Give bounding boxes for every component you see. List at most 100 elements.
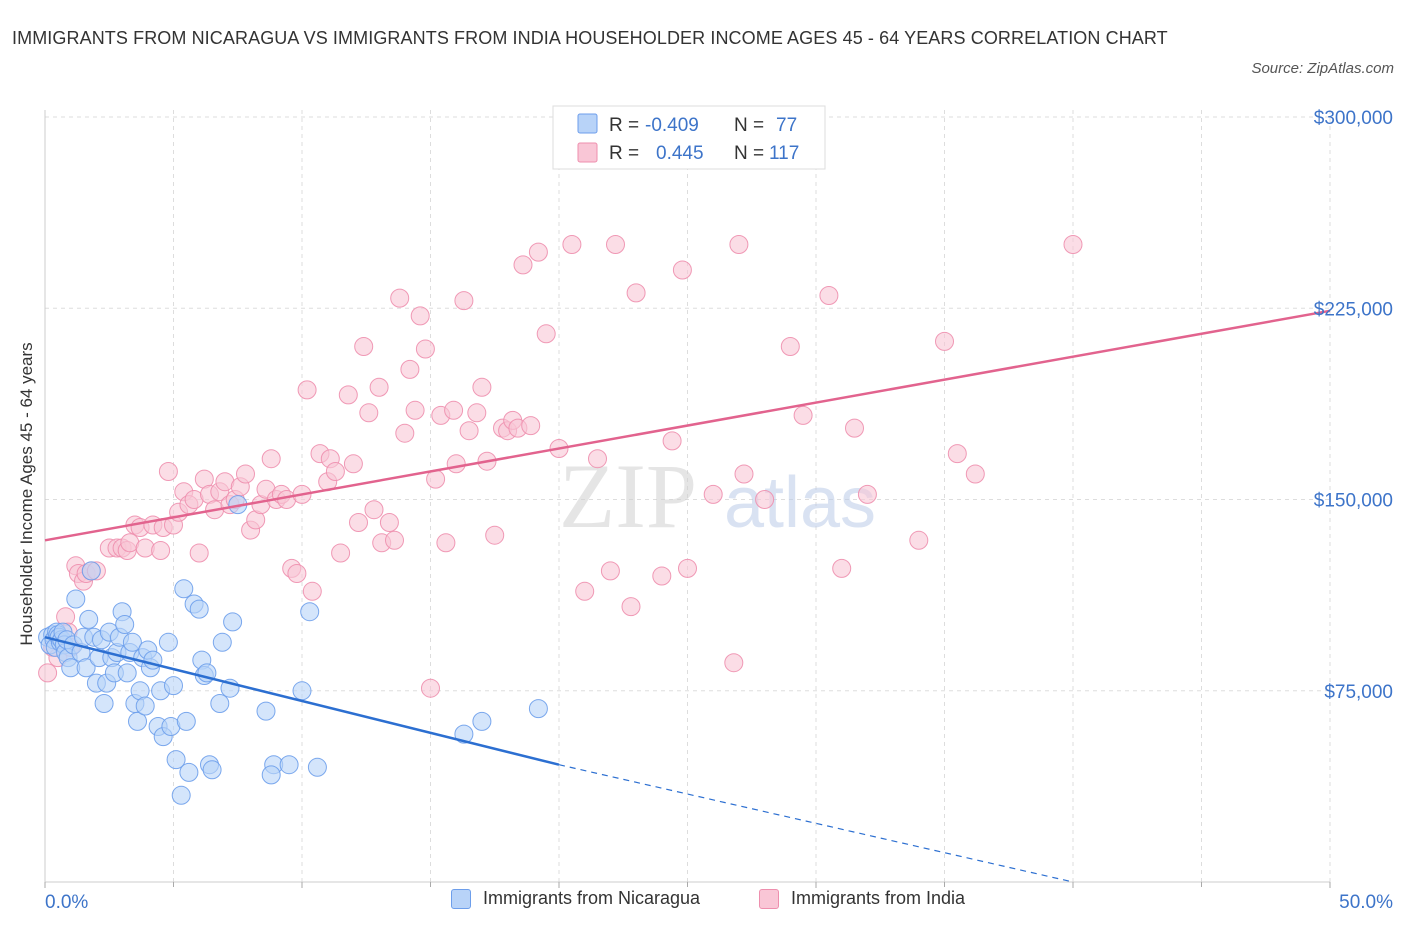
legend-n-value-india: 117 xyxy=(769,143,799,164)
nicaragua-point-40 xyxy=(128,711,147,731)
legend-label-nicaragua: Immigrants from Nicaragua xyxy=(483,888,701,908)
india-point-96 xyxy=(588,449,607,469)
india-point-55 xyxy=(325,462,345,481)
india-point-58 xyxy=(343,454,363,474)
legend-n-label-nicaragua: N = xyxy=(734,115,764,136)
india-point-118 xyxy=(947,444,967,464)
india-point-76 xyxy=(436,533,456,553)
nicaragua-point-38 xyxy=(122,632,142,652)
india-point-43 xyxy=(261,449,281,469)
india-point-119 xyxy=(965,464,985,484)
legend-swatch-nicaragua-bottom xyxy=(451,888,471,909)
legend-swatch-india xyxy=(577,142,598,163)
india-point-68 xyxy=(395,423,415,443)
india-point-66 xyxy=(385,530,404,550)
india-point-21 xyxy=(151,541,171,560)
india-point-70 xyxy=(405,400,425,420)
india-point-72 xyxy=(415,339,435,359)
india-point-110 xyxy=(780,337,800,356)
legend-r-label-india: R = xyxy=(609,143,639,164)
india-point-50 xyxy=(297,380,317,400)
source-label: Source: ZipAtlas.com xyxy=(1251,60,1394,77)
nicaragua-point-57 xyxy=(179,762,199,782)
india-point-79 xyxy=(454,291,474,311)
nicaragua-point-64 xyxy=(202,760,222,780)
nicaragua-point-21 xyxy=(79,609,99,629)
india-point-51 xyxy=(302,581,322,601)
nicaragua-point-65 xyxy=(210,694,230,713)
india-point-115 xyxy=(857,484,877,504)
india-point-73 xyxy=(421,678,440,698)
trend-lines xyxy=(44,309,1331,883)
india-point-113 xyxy=(832,558,852,578)
india-point-67 xyxy=(390,288,410,308)
nicaragua-point-78 xyxy=(472,711,492,731)
india-point-57 xyxy=(338,385,358,405)
india-point-107 xyxy=(729,235,749,254)
y-tick-label-3: $300,000 xyxy=(1314,108,1393,129)
nicaragua-point-43 xyxy=(135,696,155,716)
india-point-102 xyxy=(662,431,682,451)
india-point-108 xyxy=(734,464,754,484)
india-point-109 xyxy=(755,490,775,509)
india-point-60 xyxy=(354,337,374,356)
india-point-116 xyxy=(909,530,929,550)
nicaragua-point-50 xyxy=(158,632,178,652)
india-point-98 xyxy=(606,235,625,254)
india-point-103 xyxy=(672,260,692,280)
india-point-23 xyxy=(158,462,178,481)
nicaragua-point-76 xyxy=(307,757,327,777)
india-point-111 xyxy=(793,405,813,425)
india-point-112 xyxy=(819,286,839,305)
y-tick-label-1: $150,000 xyxy=(1314,491,1393,512)
y-tick-label-2: $225,000 xyxy=(1314,299,1393,320)
india-point-84 xyxy=(485,525,505,545)
india-point-71 xyxy=(410,306,430,326)
watermark: ZIP atlas xyxy=(559,445,876,547)
nicaragua-point-17 xyxy=(66,589,86,609)
india-point-117 xyxy=(935,331,954,351)
india-point-89 xyxy=(513,255,533,275)
nicaragua-point-68 xyxy=(223,612,243,632)
india-point-97 xyxy=(600,561,620,581)
legend-r-label-nicaragua: R = xyxy=(609,115,639,136)
legend-label-india: Immigrants from India xyxy=(791,888,966,908)
india-point-120 xyxy=(1063,235,1083,254)
india-point-29 xyxy=(189,543,209,563)
india-point-99 xyxy=(621,597,641,617)
x-tick-label-0: 0.0% xyxy=(45,892,88,913)
india-point-61 xyxy=(359,403,379,423)
india-point-48 xyxy=(287,564,307,583)
india-point-81 xyxy=(467,403,487,423)
nicaragua-point-52 xyxy=(164,676,183,696)
legend-swatch-nicaragua xyxy=(577,113,598,134)
nicaragua-point-73 xyxy=(279,755,299,775)
india-point-105 xyxy=(703,484,723,504)
y-tick-label-0: $75,000 xyxy=(1324,682,1393,703)
legend-item-india[interactable]: Immigrants from India xyxy=(759,888,965,909)
legend-n-value-nicaragua: 77 xyxy=(776,115,797,136)
india-point-82 xyxy=(472,377,492,397)
legend-r-value-nicaragua: -0.409 xyxy=(645,115,699,136)
india-point-91 xyxy=(528,242,548,262)
legend-item-nicaragua[interactable]: Immigrants from Nicaragua xyxy=(451,888,700,909)
tick-labels: $75,000 $150,000 $225,000 $300,000 0.0% 50.0% xyxy=(45,108,1393,913)
nicaragua-point-77 xyxy=(454,724,474,744)
legend-n-label-india: N = xyxy=(734,143,764,164)
legend-r-value-india: 0.445 xyxy=(656,143,704,164)
nicaragua-point-70 xyxy=(256,701,276,721)
nicaragua-point-36 xyxy=(117,663,137,683)
india-point-114 xyxy=(845,418,864,438)
india-point-101 xyxy=(652,566,672,586)
india-point-56 xyxy=(331,543,351,563)
india-point-62 xyxy=(364,500,384,520)
nicaragua-point-75 xyxy=(300,602,320,622)
india-point-104 xyxy=(678,558,697,578)
india-point-92 xyxy=(536,324,556,344)
nicaragua-point-55 xyxy=(174,579,194,599)
axes xyxy=(44,110,1331,888)
nicaragua-point-59 xyxy=(189,599,209,619)
india-points xyxy=(38,235,1083,698)
nicaragua-points xyxy=(38,495,548,805)
